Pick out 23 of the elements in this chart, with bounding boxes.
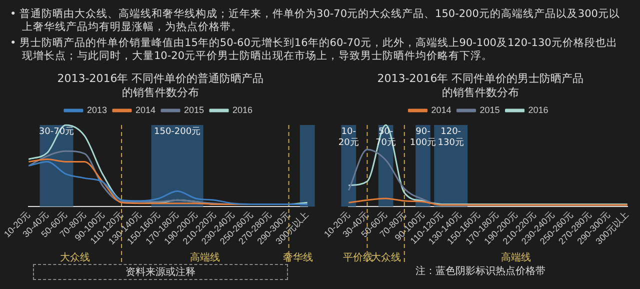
- legend-label: 2014: [431, 104, 452, 115]
- text: 注：蓝色阴影标识热点价格带: [414, 264, 546, 278]
- band-label: 90-100元: [410, 126, 436, 148]
- legend-label: 2013: [86, 104, 107, 115]
- chart-title: 2013-2016年 不同件单价的普通防晒产品的销售件数分布: [56, 72, 265, 100]
- text: • 普通防晒由大众线、高端线和奢华线构成；近年来，件单价为30-70元的大众线产品、150-200元的高端线产品以及300元以上奢华线产品均有明显涨幅，为热点价格带。: [10, 8, 621, 34]
- text: 奢华线: [283, 252, 314, 264]
- text: • 男士防晒产品的件单价销量峰值由15年的50-60元增长到16年的60-70元，此外，高端线上90-100及120-130元价格段也出现增长点；与此同时，大量10-20元平价男士防晒出现在市场上，导致男士防晒件均价略有下浮。: [10, 37, 618, 63]
- text: 大众线: [370, 252, 401, 264]
- band-label: 10-20元: [338, 126, 359, 148]
- text: 高端线: [190, 252, 220, 264]
- band-label: 150-200元: [154, 126, 201, 137]
- legend-label: 2015: [480, 104, 500, 115]
- legend-label: 2016: [232, 104, 253, 115]
- band-label: 120-130元: [438, 126, 464, 148]
- chart-title: 2013-2016年 不同件单价的男士防晒产品的销售件数分布: [376, 72, 585, 100]
- text: 平价线: [342, 252, 373, 264]
- text: 资料来源或注释: [33, 264, 288, 280]
- legend-label: 2014: [135, 104, 156, 115]
- legend-label: 2016: [528, 104, 548, 115]
- legend-label: 2015: [184, 104, 204, 115]
- text: 大众线: [60, 252, 90, 264]
- text: 高端线: [500, 252, 531, 264]
